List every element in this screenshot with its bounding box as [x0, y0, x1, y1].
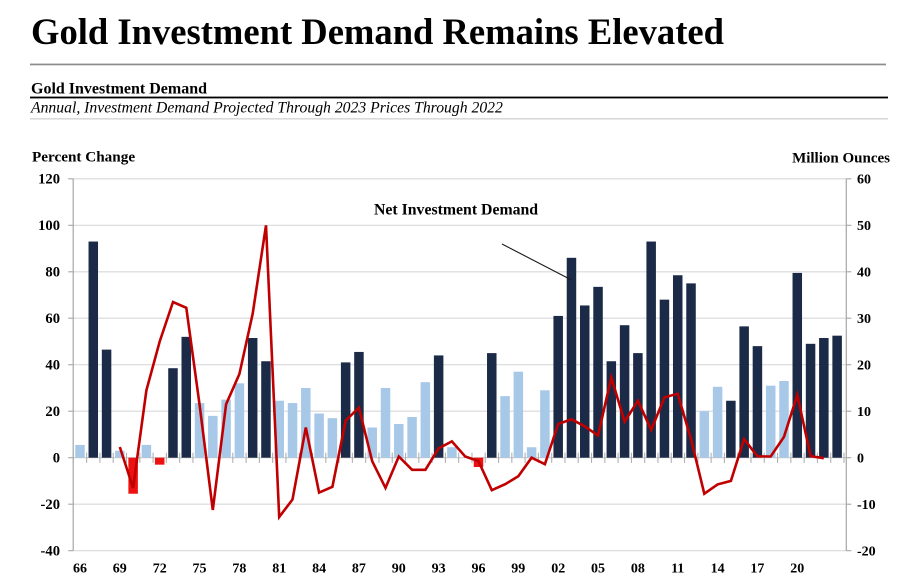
svg-text:80: 80: [45, 265, 60, 281]
svg-text:84: 84: [312, 562, 326, 577]
svg-text:50: 50: [857, 219, 871, 234]
svg-text:87: 87: [352, 562, 366, 577]
svg-text:10: 10: [857, 405, 871, 420]
svg-text:93: 93: [432, 562, 446, 577]
svg-text:78: 78: [232, 562, 246, 577]
svg-text:-10: -10: [857, 498, 876, 513]
svg-text:20: 20: [857, 358, 871, 373]
svg-text:Annual, Investment Demand Proj: Annual, Investment Demand Projected Thro…: [30, 100, 503, 117]
svg-text:08: 08: [631, 562, 645, 577]
svg-text:Percent Change: Percent Change: [32, 149, 135, 166]
svg-text:05: 05: [591, 562, 605, 577]
svg-text:0: 0: [53, 451, 60, 467]
svg-text:120: 120: [38, 172, 60, 188]
svg-text:11: 11: [671, 562, 684, 577]
svg-text:40: 40: [45, 358, 60, 374]
svg-text:-20: -20: [857, 544, 876, 559]
svg-text:-20: -20: [41, 497, 60, 513]
svg-text:Million Ounces: Million Ounces: [792, 150, 890, 166]
svg-text:72: 72: [153, 562, 167, 577]
svg-text:20: 20: [45, 404, 60, 420]
svg-text:-40: -40: [41, 544, 60, 560]
svg-text:02: 02: [551, 562, 565, 577]
svg-text:60: 60: [857, 173, 871, 188]
svg-text:96: 96: [472, 562, 486, 577]
svg-text:100: 100: [38, 218, 60, 234]
svg-text:Gold Investment Demand: Gold Investment Demand: [31, 81, 207, 98]
svg-text:Gold Investment Demand Remains: Gold Investment Demand Remains Elevated: [31, 11, 724, 52]
svg-text:99: 99: [511, 562, 525, 577]
svg-text:75: 75: [193, 562, 207, 577]
svg-text:66: 66: [73, 562, 87, 577]
svg-text:14: 14: [711, 562, 725, 577]
svg-text:69: 69: [113, 562, 127, 577]
svg-text:60: 60: [45, 311, 60, 327]
svg-text:17: 17: [750, 562, 764, 577]
svg-text:90: 90: [392, 562, 406, 577]
svg-text:20: 20: [790, 562, 804, 577]
svg-text:81: 81: [272, 562, 286, 577]
svg-text:Net Investment Demand: Net Investment Demand: [374, 202, 538, 219]
svg-text:40: 40: [857, 266, 871, 281]
svg-text:30: 30: [857, 312, 871, 327]
svg-text:0: 0: [857, 451, 864, 466]
